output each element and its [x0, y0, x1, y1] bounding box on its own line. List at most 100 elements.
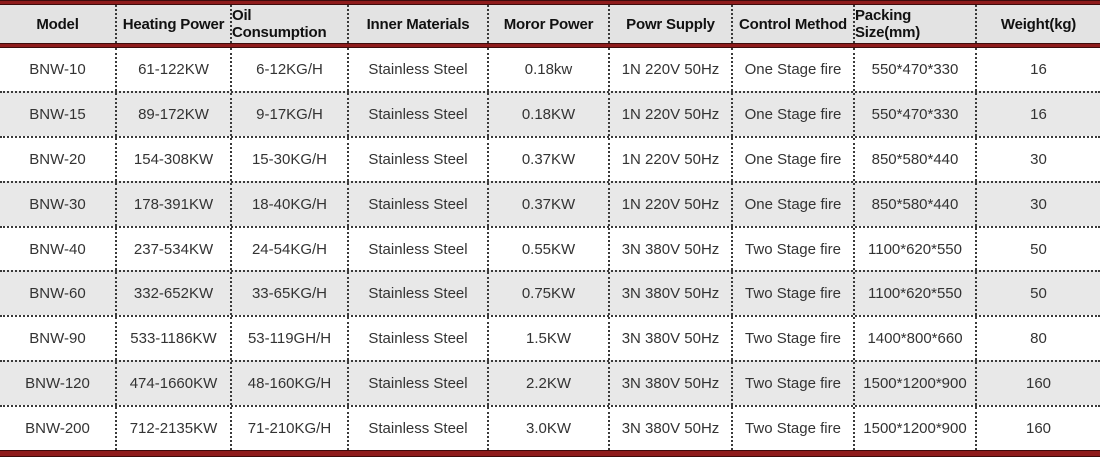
table-cell: One Stage fire — [733, 48, 855, 91]
table-cell: 237-534KW — [117, 227, 232, 271]
column-header-packing-size: Packing Size(mm) — [855, 5, 977, 43]
table-cell: Stainless Steel — [349, 137, 489, 181]
table-cell: One Stage fire — [733, 182, 855, 226]
table-cell: 3N 380V 50Hz — [610, 362, 733, 406]
table-row: BNW-60 332-652KW 33-65KG/H Stainless Steel 0… — [0, 270, 1100, 316]
table-cell: 48-160KG/H — [232, 362, 349, 406]
table-row: BNW-15 89-172KW 9-17KG/H Stainless Steel 0.1… — [0, 90, 1100, 136]
column-header-oil-consumption: Oil Consumption — [232, 5, 349, 43]
table-cell: 3N 380V 50Hz — [610, 272, 733, 316]
table-cell: Two Stage fire — [733, 227, 855, 271]
table-cell: Stainless Steel — [349, 317, 489, 361]
table-cell: 160 — [1025, 375, 1052, 393]
table-cell: 16 — [1030, 60, 1047, 78]
table-cell: Two Stage fire — [733, 317, 855, 361]
table-cell: BNW-200 — [0, 407, 117, 451]
table-cell: BNW-120 — [0, 362, 117, 406]
table-cell: One Stage fire — [733, 92, 855, 136]
table-cell: 1100*620*550 — [855, 272, 977, 316]
table-cell: 15-30KG/H — [232, 137, 349, 181]
table-header-row: Model Heating Power Oil Consumption Inne… — [0, 5, 1100, 43]
accent-bar-under-header — [0, 43, 1100, 48]
table-cell: 61-122KW — [117, 48, 232, 91]
table-cell: Stainless Steel — [349, 407, 489, 451]
table-cell: Stainless Steel — [349, 227, 489, 271]
table-cell: 850*580*440 — [855, 182, 977, 226]
table-cell: Stainless Steel — [349, 48, 489, 91]
column-header-inner-materials: Inner Materials — [349, 5, 489, 43]
column-header-power-supply: Powr Supply — [610, 5, 733, 43]
table-cell: Two Stage fire — [733, 407, 855, 451]
table-cell: 1N 220V 50Hz — [610, 182, 733, 226]
table-cell: 50 — [1030, 240, 1047, 258]
table-cell: 1N 220V 50Hz — [610, 137, 733, 181]
column-header-control-method: Control Method — [733, 5, 855, 43]
table-cell: Stainless Steel — [349, 92, 489, 136]
table-row: BNW-200 712-2135KW 71-210KG/H Stainless Ste… — [0, 405, 1100, 451]
table-cell: 33-65KG/H — [232, 272, 349, 316]
table-row: BNW-10 61-122KW 6-12KG/H Stainless Steel 0.1… — [0, 48, 1100, 91]
table-row: BNW-90 533-1186KW 53-119GH/H Stainless Stee… — [0, 315, 1100, 361]
table-row: BNW-40 237-534KW 24-54KG/H Stainless Steel 0… — [0, 225, 1100, 271]
table-cell: 0.55KW — [489, 227, 610, 271]
table-cell: BNW-10 — [0, 48, 117, 91]
table-cell: 50 — [1030, 285, 1047, 303]
table-cell: 533-1186KW — [117, 317, 232, 361]
table-cell: 160 — [1025, 420, 1052, 438]
table-cell: 3N 380V 50Hz — [610, 407, 733, 451]
table-cell: Two Stage fire — [733, 362, 855, 406]
table-cell: 3N 380V 50Hz — [610, 227, 733, 271]
table-cell: 1500*1200*900 — [855, 407, 977, 451]
column-header-motor-power: Moror Power — [489, 5, 610, 43]
table-cell: 80 — [1030, 330, 1047, 348]
table-cell: Stainless Steel — [349, 182, 489, 226]
table-cell: 1N 220V 50Hz — [610, 48, 733, 91]
table-cell: Stainless Steel — [349, 362, 489, 406]
table-cell: 332-652KW — [117, 272, 232, 316]
table-cell: 1400*800*660 — [855, 317, 977, 361]
table-cell: 0.18kw — [489, 48, 610, 91]
table-cell: 3N 380V 50Hz — [610, 317, 733, 361]
table-cell: BNW-60 — [0, 272, 117, 316]
table-cell: Two Stage fire — [733, 272, 855, 316]
table-cell: 0.75KW — [489, 272, 610, 316]
table-cell: 712-2135KW — [117, 407, 232, 451]
table-cell: 30 — [1030, 195, 1047, 213]
table-cell: 24-54KG/H — [232, 227, 349, 271]
table-cell: 0.37KW — [489, 182, 610, 226]
table-row: BNW-20 154-308KW 15-30KG/H Stainless Steel 0… — [0, 135, 1100, 181]
table-cell: 16 — [1030, 105, 1047, 123]
table-cell: 550*470*330 — [855, 92, 977, 136]
table-cell: 30 — [1030, 150, 1047, 168]
table-cell: 1100*620*550 — [855, 227, 977, 271]
table-cell: One Stage fire — [733, 137, 855, 181]
table-cell: BNW-30 — [0, 182, 117, 226]
table-cell: 2.2KW — [489, 362, 610, 406]
table-cell: BNW-90 — [0, 317, 117, 361]
table-cell: Stainless Steel — [349, 272, 489, 316]
table-cell: BNW-15 — [0, 92, 117, 136]
accent-bar-bottom — [0, 450, 1100, 457]
column-header-heating-power: Heating Power — [117, 5, 232, 43]
accent-bar-top — [0, 0, 1100, 5]
table-cell: 53-119GH/H — [232, 317, 349, 361]
table-cell: 550*470*330 — [855, 48, 977, 91]
table-cell: 6-12KG/H — [232, 48, 349, 91]
table-cell: 154-308KW — [117, 137, 232, 181]
table-row: BNW-30 178-391KW 18-40KG/H Stainless Steel 0… — [0, 180, 1100, 226]
table-cell: 178-391KW — [117, 182, 232, 226]
table-body: BNW-10 61-122KW 6-12KG/H Stainless Steel 0.1… — [0, 48, 1100, 451]
column-header-model: Model — [0, 5, 117, 43]
table-cell: 0.37KW — [489, 137, 610, 181]
table-cell: 1N 220V 50Hz — [610, 92, 733, 136]
table-cell: 89-172KW — [117, 92, 232, 136]
table-cell: 1.5KW — [489, 317, 610, 361]
table-cell: BNW-20 — [0, 137, 117, 181]
table-cell: 18-40KG/H — [232, 182, 349, 226]
table-cell: 474-1660KW — [117, 362, 232, 406]
table-cell: 850*580*440 — [855, 137, 977, 181]
table-cell: 1500*1200*900 — [855, 362, 977, 406]
table-cell: 0.18KW — [489, 92, 610, 136]
table-cell: BNW-40 — [0, 227, 117, 271]
